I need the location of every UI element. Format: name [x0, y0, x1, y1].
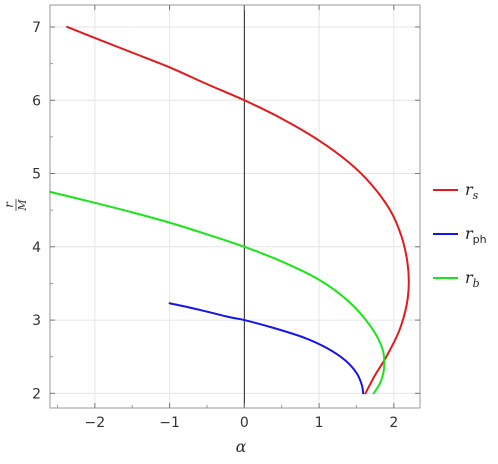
y-axis-label: r M [2, 199, 29, 212]
series-line-r-s [66, 25, 410, 395]
series-line-r-b [49, 190, 386, 395]
legend-label-subscript: s [473, 189, 479, 202]
y-tick-label: 6 [32, 93, 41, 109]
legend-label-subscript: ph [473, 233, 487, 246]
legend-label-subscript: b [473, 277, 480, 290]
legend-label-base: r [465, 180, 474, 199]
y-axis-label-numerator: r [2, 201, 16, 208]
y-tick-label: 7 [32, 20, 41, 36]
y-tick-label: 2 [32, 386, 41, 402]
legend-label-ph: rph [465, 224, 487, 246]
y-tick-label: 3 [32, 313, 41, 329]
legend-label-b: rb [465, 268, 480, 290]
y-axis-ticks: 2 3 4 5 6 7 [32, 20, 420, 402]
x-tick-label: −1 [159, 415, 180, 431]
x-axis-label: α [236, 437, 247, 456]
plot-frame [49, 4, 421, 409]
y-tick-label: 4 [32, 240, 41, 256]
y-tick-label: 5 [32, 167, 41, 183]
x-axis-ticks: −2 −1 0 1 2 [56, 5, 398, 431]
legend-label-base: r [465, 268, 474, 287]
series-line-r-ph [168, 302, 365, 395]
x-tick-label: −2 [85, 415, 106, 431]
y-axis-label-denominator: M [16, 199, 29, 212]
x-tick-label: 0 [240, 415, 249, 431]
x-tick-label: 2 [389, 415, 398, 431]
legend-label-s: rs [465, 180, 479, 202]
legend-label-base: r [465, 224, 474, 243]
series-group [49, 25, 410, 395]
x-tick-label: 1 [315, 415, 324, 431]
